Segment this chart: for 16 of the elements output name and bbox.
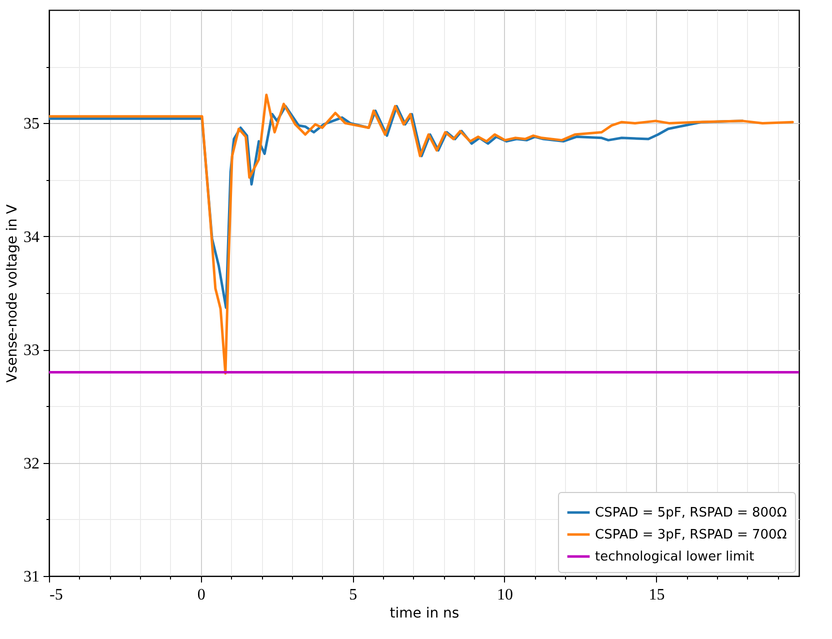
y-axis-title: Vsense-node voltage in V — [4, 204, 20, 383]
y-tick-label: 34 — [24, 228, 40, 246]
x-tick-label: -5 — [50, 586, 63, 604]
y-tick-label: 31 — [24, 568, 40, 586]
x-tick-label: 5 — [349, 586, 358, 604]
y-tick-label: 33 — [24, 342, 40, 360]
line-series — [49, 94, 794, 375]
legend-label: CSPAD = 3pF, RSPAD = 700Ω — [595, 528, 787, 542]
x-axis-title: time in ns — [390, 606, 460, 622]
y-tick-label: 35 — [24, 116, 40, 133]
legend-label: technological lower limit — [595, 550, 754, 564]
legend-label: CSPAD = 5pF, RSPAD = 800Ω — [595, 506, 787, 520]
y-tick-label: 32 — [24, 455, 40, 472]
x-tick-label: 0 — [197, 586, 206, 604]
x-tick-label: 15 — [648, 586, 665, 604]
x-tick-label: 10 — [496, 586, 513, 604]
